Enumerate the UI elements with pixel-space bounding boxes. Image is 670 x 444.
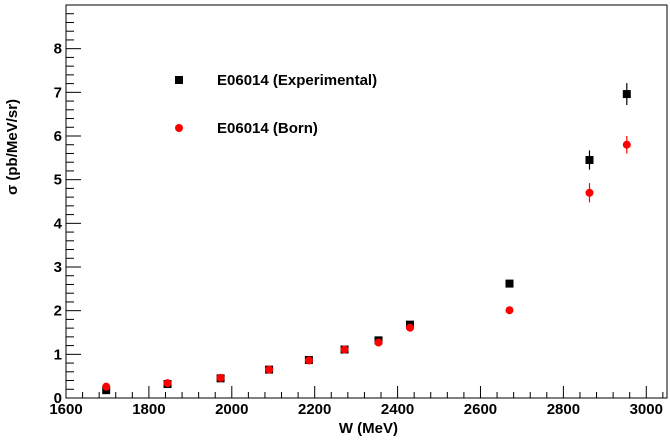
marks-layer	[102, 83, 631, 395]
x-tick-label: 2400	[381, 401, 414, 418]
data-point-circle	[340, 345, 349, 354]
x-tick-label: 2800	[547, 401, 580, 418]
x-axis-title: W (MeV)	[339, 420, 398, 437]
y-tick-label: 6	[54, 128, 62, 145]
y-tick-label: 3	[54, 259, 62, 276]
y-tick-label: 4	[54, 215, 63, 232]
y-tick-label: 7	[54, 84, 62, 101]
x-tick-label: 1600	[49, 401, 82, 418]
legend-label: E06014 (Born)	[217, 120, 318, 137]
data-point-circle	[622, 140, 631, 149]
data-point-circle	[406, 323, 415, 332]
y-tick-label: 5	[54, 172, 62, 189]
legend-marker-square	[175, 76, 183, 84]
x-tick-label: 1800	[132, 401, 165, 418]
data-point-circle	[216, 373, 225, 382]
legend-marker-circle	[175, 124, 183, 132]
y-tick-label: 8	[54, 41, 62, 58]
x-tick-label: 2200	[298, 401, 331, 418]
data-point-circle	[374, 338, 383, 347]
data-point-circle	[102, 382, 111, 391]
y-tick-label: 2	[54, 303, 62, 320]
data-point-circle	[505, 306, 514, 315]
series-born	[102, 136, 631, 391]
legend: E06014 (Experimental) E06014 (Born)	[175, 72, 377, 137]
data-point-circle	[265, 365, 274, 374]
data-point-circle	[585, 188, 594, 197]
data-point-square	[505, 279, 514, 288]
y-tick-label: 1	[54, 346, 62, 363]
plot-frame	[65, 4, 668, 399]
x-tick-label: 2000	[215, 401, 248, 418]
y-axis-title: σ (pb/MeV/sr)	[4, 99, 21, 195]
data-point-circle	[163, 379, 172, 388]
x-tick-label: 3000	[630, 401, 663, 418]
axes-layer: 1600 1800 2000 2200 2400 2600 2800 3000 0 1 2 3 4 5 6 7…	[49, 4, 668, 418]
y-tick-label: 0	[54, 390, 62, 407]
legend-label: E06014 (Experimental)	[217, 72, 377, 89]
data-point-square	[622, 90, 631, 99]
data-point-circle	[304, 356, 313, 365]
data-point-square	[585, 156, 594, 165]
x-tick-label: 2600	[464, 401, 497, 418]
